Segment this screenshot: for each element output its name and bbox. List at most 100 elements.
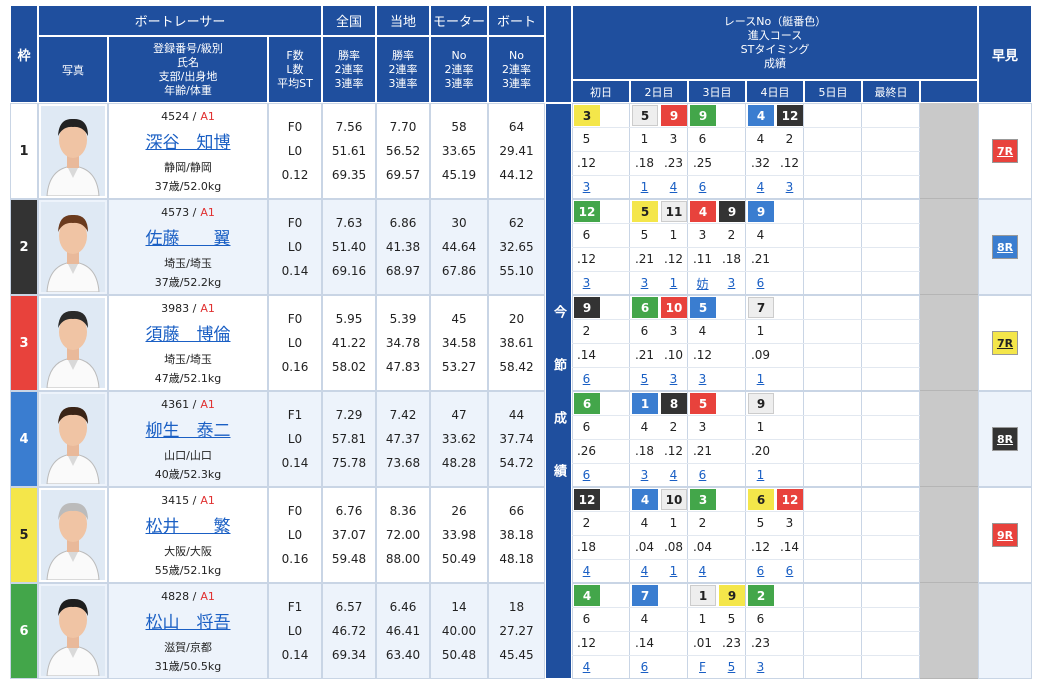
national-cell — [322, 295, 376, 391]
racer-info: 3983 /A1 須藤 博倫 埼玉/埼玉 47歳/52.1kg — [108, 295, 268, 391]
racer-name[interactable]: 深谷 知博 — [145, 133, 231, 153]
race-result[interactable]: 1 — [640, 180, 649, 194]
race-result[interactable]: 3 — [669, 372, 678, 386]
race-result[interactable]: 5 — [727, 660, 736, 674]
row-separator — [572, 223, 920, 224]
race-result[interactable]: 3 — [640, 276, 649, 290]
national-cell — [322, 487, 376, 583]
header-day: 2日目 — [630, 80, 688, 103]
race-result[interactable]: 3 — [582, 276, 591, 290]
header-motor-sub: No 2連率 3連率 — [430, 36, 488, 103]
boat-value: 44 — [508, 408, 525, 422]
race-result[interactable]: 4 — [640, 564, 649, 578]
racer-class: A1 — [200, 590, 215, 603]
race-result[interactable]: F — [699, 660, 706, 674]
fl-value: L0 — [287, 144, 303, 158]
race-result[interactable]: 1 — [756, 372, 765, 386]
national-value: 69.35 — [331, 168, 367, 182]
race-result[interactable]: 4 — [756, 180, 765, 194]
national-value: 51.40 — [331, 240, 367, 254]
entry-course: 4 — [640, 420, 649, 434]
racer-age-weight: 40歳/52.3kg — [154, 468, 222, 481]
race-result[interactable]: 6 — [582, 468, 591, 482]
header-boat-sub: No 2連率 3連率 — [488, 36, 545, 103]
race-number: 10 — [661, 489, 687, 510]
boat-value: 38.61 — [499, 336, 534, 350]
quick-link[interactable]: 8R — [992, 427, 1018, 451]
motor-value: 26 — [451, 504, 467, 518]
quick-link[interactable]: 9R — [992, 523, 1018, 547]
racer-name[interactable]: 松山 将吾 — [145, 613, 231, 633]
racer-area: 静岡/静岡 — [164, 161, 212, 174]
local-cell — [376, 583, 430, 679]
race-result[interactable]: 6 — [640, 660, 649, 674]
fl-cell — [268, 391, 322, 487]
boat-value: 32.65 — [499, 240, 534, 254]
race-result[interactable]: 4 — [669, 468, 678, 482]
race-result[interactable]: 5 — [640, 372, 649, 386]
race-result[interactable]: 4 — [582, 660, 591, 674]
racer-name[interactable]: 佐藤 翼 — [145, 229, 231, 249]
row-separator — [572, 343, 920, 344]
race-result[interactable]: 6 — [756, 276, 765, 290]
race-number: 4 — [632, 489, 658, 510]
racer-name[interactable]: 松井 繁 — [145, 517, 231, 537]
motor-value: 34.58 — [441, 336, 477, 350]
photo-image — [41, 586, 105, 676]
race-result[interactable]: 3 — [582, 180, 591, 194]
race-result[interactable]: 3 — [727, 276, 736, 290]
race-result[interactable]: 妨 — [696, 276, 709, 291]
row-separator — [572, 415, 920, 416]
race-result[interactable]: 6 — [756, 564, 765, 578]
reg-number: 4524 / — [161, 110, 197, 123]
race-result[interactable]: 6 — [698, 468, 707, 482]
motor-value: 40.00 — [441, 624, 477, 638]
race-result[interactable]: 3 — [698, 372, 707, 386]
race-result[interactable]: 3 — [640, 468, 649, 482]
local-value: 46.41 — [385, 624, 421, 638]
race-result[interactable]: 3 — [785, 180, 794, 194]
racer-name[interactable]: 須藤 博倫 — [145, 325, 231, 345]
national-value: 5.95 — [335, 312, 363, 326]
frame-number: 4 — [10, 391, 38, 487]
row-separator — [572, 367, 920, 368]
race-number: 9 — [748, 201, 774, 222]
race-result[interactable]: 4 — [669, 180, 678, 194]
local-value: 47.37 — [385, 432, 421, 446]
header-spacer — [545, 5, 572, 103]
race-result[interactable]: 6 — [698, 180, 707, 194]
header-quick: 早見 — [978, 5, 1032, 103]
race-number: 10 — [661, 297, 687, 318]
entry-course: 2 — [698, 516, 707, 530]
race-number: 9 — [719, 201, 745, 222]
entry-course: 6 — [582, 612, 591, 626]
race-result[interactable]: 6 — [785, 564, 794, 578]
quick-link[interactable]: 8R — [992, 235, 1018, 259]
quick-link[interactable]: 7R — [992, 331, 1018, 355]
national-value: 69.34 — [331, 648, 367, 662]
national-value: 58.02 — [331, 360, 367, 374]
st-timing: .14 — [779, 540, 800, 554]
race-result[interactable]: 3 — [756, 660, 765, 674]
header-day-blank — [920, 80, 978, 103]
race-result[interactable]: 1 — [669, 564, 678, 578]
quick-link[interactable]: 7R — [992, 139, 1018, 163]
racer-class: A1 — [200, 302, 215, 315]
race-result[interactable]: 1 — [756, 468, 765, 482]
current-series-label: 今節成績 — [545, 103, 572, 679]
st-timing: .10 — [663, 348, 684, 362]
race-result[interactable]: 4 — [698, 564, 707, 578]
racer-name[interactable]: 柳生 泰二 — [145, 421, 231, 441]
boat-value: 54.72 — [499, 456, 534, 470]
race-result[interactable]: 4 — [582, 564, 591, 578]
racer-photo — [38, 295, 108, 391]
st-timing: .21 — [634, 252, 655, 266]
header-day: 5日目 — [804, 80, 862, 103]
motor-cell — [430, 103, 488, 199]
header-racer-sub-line: 氏名 — [177, 55, 199, 69]
race-result[interactable]: 1 — [669, 276, 678, 290]
st-timing: .26 — [576, 444, 597, 458]
race-number: 8 — [661, 393, 687, 414]
race-result[interactable]: 6 — [582, 372, 591, 386]
header-series-title-line: 成績 — [764, 56, 786, 70]
